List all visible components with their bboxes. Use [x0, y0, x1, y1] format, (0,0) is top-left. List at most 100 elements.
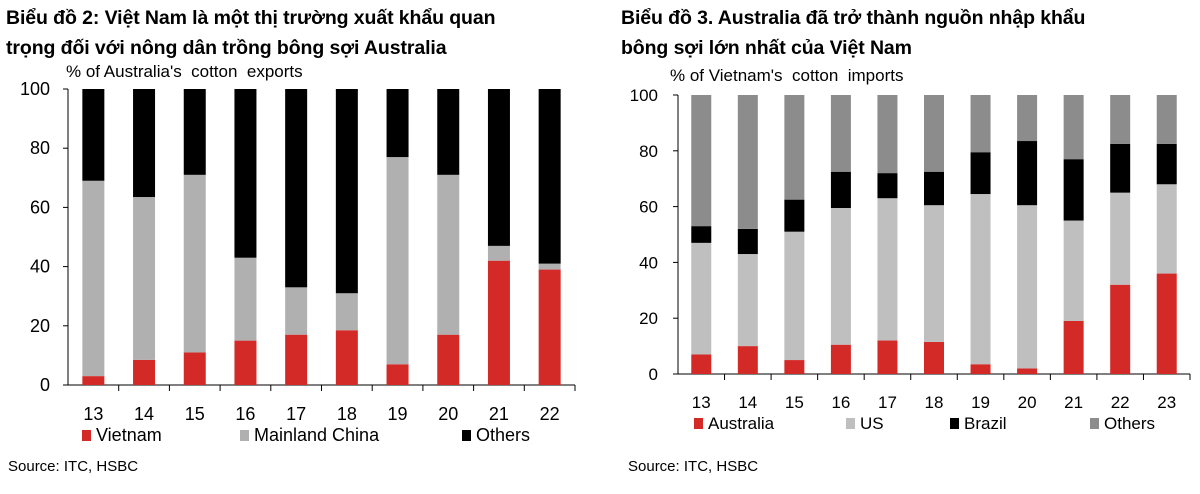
chart-panel-vietnam-imports: Biểu đồ 3. Australia đã trở thành nguồn … [600, 0, 1200, 494]
bar-segment-others-17 [877, 95, 898, 174]
bar-segment-mainland-china-18 [335, 293, 358, 331]
y-tick-label: 0 [40, 375, 50, 395]
bar-segment-others-13 [691, 95, 712, 227]
bar-segment-vietnam-14 [133, 359, 156, 385]
x-tick-label: 17 [878, 393, 897, 412]
bar-segment-others-14 [737, 95, 758, 229]
source-note: Source: ITC, HSBC [8, 458, 139, 475]
bar-segment-brazil-14 [737, 228, 758, 255]
source-note: Source: ITC, HSBC [628, 458, 759, 475]
y-tick-label: 100 [630, 86, 658, 105]
legend-label: Australia [708, 414, 775, 433]
bar-segment-australia-15 [784, 360, 805, 374]
bar-segment-us-13 [691, 242, 712, 355]
bar-segment-us-18 [924, 205, 944, 342]
bar-segment-others-20 [437, 89, 460, 175]
bar-segment-us-21 [1063, 220, 1084, 321]
bar-segment-vietnam-18 [335, 330, 358, 385]
y-tick-label: 40 [30, 257, 50, 277]
bar-segment-brazil-19 [970, 152, 991, 195]
bar-segment-brazil-17 [877, 173, 898, 199]
bar-segment-vietnam-17 [285, 334, 308, 385]
legend-label: Mainland China [254, 425, 380, 445]
bar-segment-us-19 [970, 194, 991, 365]
chart-panel-australia-exports: Biểu đồ 2: Việt Nam là một thị trường xu… [6, 3, 596, 475]
x-tick-label: 15 [785, 393, 804, 412]
legend-label: US [860, 414, 884, 433]
bar-segment-others-14 [133, 89, 156, 198]
chart-title: Biểu đồ 2: Việt Nam là một thị trường xu… [6, 3, 596, 63]
bar-segment-others-18 [335, 89, 358, 294]
x-tick-label: 14 [738, 393, 757, 412]
bar-segment-others-18 [924, 95, 944, 172]
bar-segment-australia-19 [970, 364, 991, 374]
stacked-bar-chart-vietnam-imports: 0 20 40 60 80 100 13 14 15 16 17 18 19 20 21 22 23 Austra… [630, 86, 1191, 433]
bar-segment-mainland-china-17 [285, 287, 308, 335]
stacked-bar-chart-australia-exports: 0 20 40 60 80 100 13 14 15 16 17 18 19 20 21 22 Vietnam M… [20, 79, 576, 445]
y-tick-label: 100 [20, 79, 50, 99]
bar-segment-australia-16 [830, 344, 851, 374]
bar-segment-mainland-china-20 [437, 174, 460, 335]
chart-title: Biểu đồ 3. Australia đã trở thành nguồn … [621, 3, 1196, 63]
y-tick-label: 60 [639, 198, 658, 217]
bar-segment-mainland-china-14 [133, 197, 156, 360]
x-tick-label: 21 [1064, 393, 1083, 412]
bar-segment-us-17 [877, 198, 898, 341]
bar-segment-others-21 [1063, 95, 1084, 160]
y-tick-label: 40 [639, 253, 658, 272]
bar-segment-others-23 [1156, 95, 1177, 144]
bar-segment-us-15 [784, 231, 805, 361]
y-axis-label: % of Australia's cotton exports [66, 62, 303, 81]
legend-label: Vietnam [96, 425, 162, 445]
x-tick-label: 18 [925, 393, 944, 412]
bar-segment-mainland-china-19 [386, 157, 409, 365]
x-tick-label: 18 [337, 404, 357, 424]
bar-segment-vietnam-15 [183, 352, 206, 385]
y-axis-label: % of Vietnam's cotton imports [670, 66, 904, 85]
chart-title-line-1: Biểu đồ 2: Việt Nam là một thị trường xu… [6, 7, 496, 29]
bar-segment-brazil-23 [1156, 143, 1177, 185]
bar-segment-others-17 [285, 89, 308, 288]
legend-swatch [950, 418, 959, 429]
bar-segment-others-16 [234, 89, 257, 258]
chart-title-line-2: bông sợi lớn nhất của Việt Nam [621, 37, 912, 59]
bar-segment-brazil-16 [830, 171, 851, 208]
x-tick-label: 14 [134, 404, 154, 424]
bar-segment-others-16 [830, 95, 851, 172]
bar-segment-others-19 [386, 89, 409, 158]
bar-segment-australia-14 [737, 346, 758, 374]
y-tick-label: 20 [639, 309, 658, 328]
bar-segment-others-20 [1017, 95, 1038, 142]
bar-segment-australia-20 [1017, 368, 1038, 374]
legend-label: Others [476, 425, 530, 445]
x-tick-label: 20 [438, 404, 458, 424]
bar-segment-others-15 [784, 95, 805, 200]
legend-swatch [694, 418, 703, 429]
chart-title-line-1: Biểu đồ 3. Australia đã trở thành nguồn … [621, 7, 1086, 29]
bar-segment-us-14 [737, 254, 758, 347]
y-tick-label: 60 [30, 197, 50, 217]
bar-segment-brazil-22 [1110, 143, 1131, 193]
y-tick-label: 80 [30, 138, 50, 158]
bar-segment-brazil-13 [691, 226, 712, 243]
bar-segment-australia-17 [877, 340, 898, 374]
bar-segment-others-22 [1110, 95, 1131, 144]
legend-swatch [846, 418, 855, 429]
x-tick-label: 16 [235, 404, 255, 424]
bar-segment-mainland-china-21 [487, 245, 510, 261]
bar-segment-mainland-china-13 [82, 180, 105, 377]
bar-segment-mainland-china-16 [234, 257, 257, 341]
x-tick-label: 19 [388, 404, 408, 424]
chart-title-line-2: trọng đối với nông dân trồng bông sợi Au… [6, 37, 447, 59]
x-tick-label: 13 [83, 404, 103, 424]
bar-segment-brazil-20 [1017, 141, 1038, 206]
bar-segment-brazil-21 [1063, 159, 1084, 221]
x-tick-label: 15 [185, 404, 205, 424]
x-tick-label: 20 [1018, 393, 1037, 412]
bar-segment-brazil-18 [924, 171, 944, 206]
legend-label: Others [1104, 414, 1155, 433]
bar-segment-others-15 [183, 89, 206, 175]
bar-segment-us-22 [1110, 192, 1131, 285]
bar-segment-vietnam-22 [538, 269, 561, 385]
bar-segment-brazil-15 [784, 199, 805, 232]
